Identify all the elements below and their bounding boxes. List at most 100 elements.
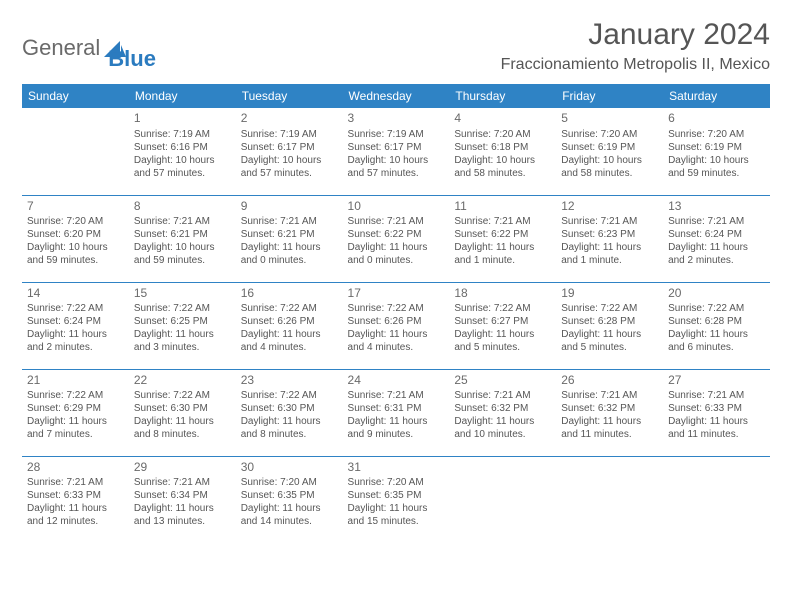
week-row: 14Sunrise: 7:22 AMSunset: 6:24 PMDayligh… bbox=[22, 282, 770, 369]
sunset: Sunset: 6:35 PM bbox=[241, 489, 338, 502]
day-info: Sunrise: 7:22 AMSunset: 6:26 PMDaylight:… bbox=[241, 302, 338, 354]
sunset: Sunset: 6:33 PM bbox=[27, 489, 124, 502]
sunrise: Sunrise: 7:22 AM bbox=[134, 389, 231, 402]
sunrise: Sunrise: 7:19 AM bbox=[348, 128, 445, 141]
day-number: 16 bbox=[241, 286, 338, 302]
sunset: Sunset: 6:31 PM bbox=[348, 402, 445, 415]
sunrise: Sunrise: 7:22 AM bbox=[454, 302, 551, 315]
day-number: 3 bbox=[348, 111, 445, 127]
sunrise: Sunrise: 7:22 AM bbox=[561, 302, 658, 315]
day-info: Sunrise: 7:20 AMSunset: 6:19 PMDaylight:… bbox=[668, 128, 765, 180]
sunset: Sunset: 6:17 PM bbox=[348, 141, 445, 154]
daylight: Daylight: 11 hours and 10 minutes. bbox=[454, 415, 551, 441]
day-info: Sunrise: 7:20 AMSunset: 6:19 PMDaylight:… bbox=[561, 128, 658, 180]
day-info: Sunrise: 7:21 AMSunset: 6:32 PMDaylight:… bbox=[454, 389, 551, 441]
dayname-thu: Thursday bbox=[449, 84, 556, 108]
day-info: Sunrise: 7:21 AMSunset: 6:31 PMDaylight:… bbox=[348, 389, 445, 441]
day-cell: 16Sunrise: 7:22 AMSunset: 6:26 PMDayligh… bbox=[236, 282, 343, 369]
day-info: Sunrise: 7:21 AMSunset: 6:23 PMDaylight:… bbox=[561, 215, 658, 267]
daylight: Daylight: 11 hours and 3 minutes. bbox=[134, 328, 231, 354]
dayname-mon: Monday bbox=[129, 84, 236, 108]
day-info: Sunrise: 7:22 AMSunset: 6:26 PMDaylight:… bbox=[348, 302, 445, 354]
week-row: 1Sunrise: 7:19 AMSunset: 6:16 PMDaylight… bbox=[22, 108, 770, 195]
daylight: Daylight: 11 hours and 0 minutes. bbox=[348, 241, 445, 267]
day-cell: 23Sunrise: 7:22 AMSunset: 6:30 PMDayligh… bbox=[236, 369, 343, 456]
day-number: 23 bbox=[241, 373, 338, 389]
day-number: 11 bbox=[454, 199, 551, 215]
sunrise: Sunrise: 7:21 AM bbox=[134, 215, 231, 228]
day-info: Sunrise: 7:22 AMSunset: 6:27 PMDaylight:… bbox=[454, 302, 551, 354]
daylight: Daylight: 11 hours and 8 minutes. bbox=[134, 415, 231, 441]
sunset: Sunset: 6:17 PM bbox=[241, 141, 338, 154]
day-number: 4 bbox=[454, 111, 551, 127]
daylight: Daylight: 10 hours and 59 minutes. bbox=[668, 154, 765, 180]
sunset: Sunset: 6:19 PM bbox=[668, 141, 765, 154]
sunset: Sunset: 6:19 PM bbox=[561, 141, 658, 154]
logo: General Blue bbox=[22, 18, 156, 72]
day-info: Sunrise: 7:19 AMSunset: 6:17 PMDaylight:… bbox=[348, 128, 445, 180]
sunset: Sunset: 6:29 PM bbox=[27, 402, 124, 415]
day-info: Sunrise: 7:22 AMSunset: 6:25 PMDaylight:… bbox=[134, 302, 231, 354]
day-number: 9 bbox=[241, 199, 338, 215]
day-cell: 8Sunrise: 7:21 AMSunset: 6:21 PMDaylight… bbox=[129, 195, 236, 282]
sunrise: Sunrise: 7:20 AM bbox=[27, 215, 124, 228]
day-info: Sunrise: 7:22 AMSunset: 6:29 PMDaylight:… bbox=[27, 389, 124, 441]
day-cell: 29Sunrise: 7:21 AMSunset: 6:34 PMDayligh… bbox=[129, 456, 236, 543]
month-title: January 2024 bbox=[501, 18, 770, 52]
sunrise: Sunrise: 7:20 AM bbox=[241, 476, 338, 489]
sunrise: Sunrise: 7:21 AM bbox=[348, 215, 445, 228]
day-number: 29 bbox=[134, 460, 231, 476]
dayname-sat: Saturday bbox=[663, 84, 770, 108]
sunset: Sunset: 6:34 PM bbox=[134, 489, 231, 502]
sunset: Sunset: 6:18 PM bbox=[454, 141, 551, 154]
week-row: 7Sunrise: 7:20 AMSunset: 6:20 PMDaylight… bbox=[22, 195, 770, 282]
day-number: 20 bbox=[668, 286, 765, 302]
day-info: Sunrise: 7:22 AMSunset: 6:24 PMDaylight:… bbox=[27, 302, 124, 354]
day-cell: 22Sunrise: 7:22 AMSunset: 6:30 PMDayligh… bbox=[129, 369, 236, 456]
day-cell: 10Sunrise: 7:21 AMSunset: 6:22 PMDayligh… bbox=[343, 195, 450, 282]
day-number: 27 bbox=[668, 373, 765, 389]
day-number: 18 bbox=[454, 286, 551, 302]
sunset: Sunset: 6:28 PM bbox=[561, 315, 658, 328]
day-info: Sunrise: 7:22 AMSunset: 6:28 PMDaylight:… bbox=[668, 302, 765, 354]
sunrise: Sunrise: 7:21 AM bbox=[561, 389, 658, 402]
day-info: Sunrise: 7:22 AMSunset: 6:30 PMDaylight:… bbox=[241, 389, 338, 441]
daylight: Daylight: 11 hours and 0 minutes. bbox=[241, 241, 338, 267]
day-cell: 17Sunrise: 7:22 AMSunset: 6:26 PMDayligh… bbox=[343, 282, 450, 369]
daylight: Daylight: 10 hours and 59 minutes. bbox=[134, 241, 231, 267]
sunset: Sunset: 6:24 PM bbox=[27, 315, 124, 328]
daylight: Daylight: 10 hours and 58 minutes. bbox=[561, 154, 658, 180]
day-cell bbox=[449, 456, 556, 543]
daylight: Daylight: 11 hours and 6 minutes. bbox=[668, 328, 765, 354]
day-cell: 25Sunrise: 7:21 AMSunset: 6:32 PMDayligh… bbox=[449, 369, 556, 456]
day-info: Sunrise: 7:21 AMSunset: 6:34 PMDaylight:… bbox=[134, 476, 231, 528]
day-number: 6 bbox=[668, 111, 765, 127]
sunrise: Sunrise: 7:22 AM bbox=[241, 389, 338, 402]
day-cell: 19Sunrise: 7:22 AMSunset: 6:28 PMDayligh… bbox=[556, 282, 663, 369]
day-number: 8 bbox=[134, 199, 231, 215]
day-info: Sunrise: 7:20 AMSunset: 6:35 PMDaylight:… bbox=[348, 476, 445, 528]
day-number: 2 bbox=[241, 111, 338, 127]
sunset: Sunset: 6:24 PM bbox=[668, 228, 765, 241]
day-info: Sunrise: 7:21 AMSunset: 6:22 PMDaylight:… bbox=[454, 215, 551, 267]
day-number: 30 bbox=[241, 460, 338, 476]
day-info: Sunrise: 7:21 AMSunset: 6:21 PMDaylight:… bbox=[241, 215, 338, 267]
dayname-tue: Tuesday bbox=[236, 84, 343, 108]
day-info: Sunrise: 7:20 AMSunset: 6:18 PMDaylight:… bbox=[454, 128, 551, 180]
day-info: Sunrise: 7:19 AMSunset: 6:17 PMDaylight:… bbox=[241, 128, 338, 180]
day-number: 24 bbox=[348, 373, 445, 389]
sunrise: Sunrise: 7:21 AM bbox=[241, 215, 338, 228]
day-cell: 14Sunrise: 7:22 AMSunset: 6:24 PMDayligh… bbox=[22, 282, 129, 369]
location: Fraccionamiento Metropolis II, Mexico bbox=[501, 56, 770, 74]
day-number: 5 bbox=[561, 111, 658, 127]
day-cell bbox=[22, 108, 129, 195]
day-cell: 30Sunrise: 7:20 AMSunset: 6:35 PMDayligh… bbox=[236, 456, 343, 543]
sunrise: Sunrise: 7:22 AM bbox=[134, 302, 231, 315]
sunrise: Sunrise: 7:20 AM bbox=[348, 476, 445, 489]
sunset: Sunset: 6:26 PM bbox=[348, 315, 445, 328]
day-number: 21 bbox=[27, 373, 124, 389]
daylight: Daylight: 11 hours and 15 minutes. bbox=[348, 502, 445, 528]
sunset: Sunset: 6:32 PM bbox=[561, 402, 658, 415]
sunrise: Sunrise: 7:21 AM bbox=[348, 389, 445, 402]
day-cell: 15Sunrise: 7:22 AMSunset: 6:25 PMDayligh… bbox=[129, 282, 236, 369]
